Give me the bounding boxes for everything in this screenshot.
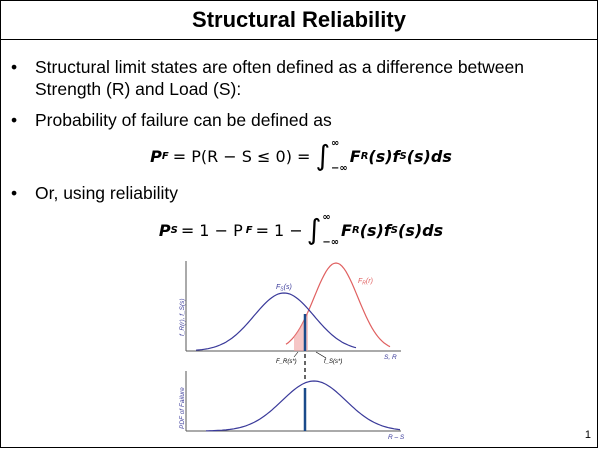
fr-star-label: F_R(s*) — [276, 359, 297, 365]
strength-pdf-curve — [285, 262, 391, 348]
fr-star-pointer — [293, 351, 299, 358]
reliability-figure: FS(s) FR(r) f_R(r), f_S(s) S, R F_R(s*) … — [179, 261, 405, 441]
strength-curve-label: FR(r) — [358, 278, 373, 287]
bullet-marker: • — [11, 57, 18, 77]
lower-x-axis-label: R – S — [388, 434, 405, 441]
lower-y-axis-label: PDF of Failure — [179, 387, 186, 429]
bullet-marker: • — [11, 110, 18, 130]
integral-sign: ∫ — [306, 213, 322, 246]
bullet-text: Structural limit states are often define… — [35, 57, 524, 99]
upper-x-axis-label: S, R — [384, 354, 397, 361]
bullet-text: Probability of failure can be defined as — [35, 110, 332, 130]
fs-star-pointer — [315, 351, 327, 359]
integral-sign: ∫ — [315, 139, 331, 172]
load-pdf-curve — [195, 292, 357, 351]
failure-pdf-curve — [206, 380, 401, 432]
fs-star-label: f_S(s*) — [324, 359, 342, 365]
upper-y-axis-label: f_R(r), f_S(s) — [179, 298, 186, 336]
bullet-marker: • — [11, 183, 18, 203]
bullet-text: Or, using reliability — [35, 183, 178, 203]
load-curve-label: FS(s) — [276, 284, 292, 293]
slide-title: Structural Reliability — [1, 1, 597, 40]
page-number: 1 — [584, 429, 591, 441]
